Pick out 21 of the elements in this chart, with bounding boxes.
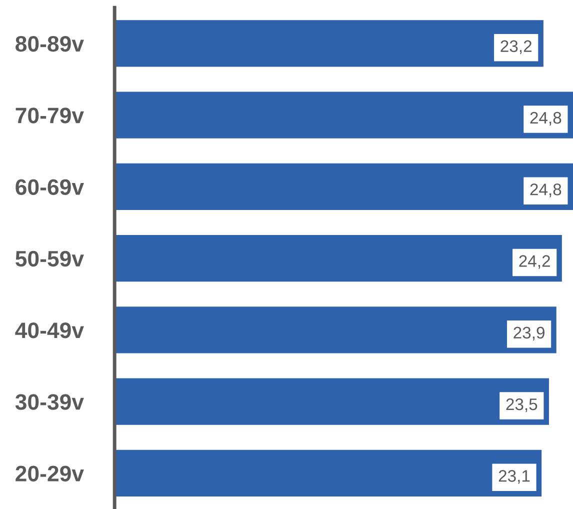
bar [114,450,542,496]
bar [114,235,562,282]
bar [114,92,573,138]
data-label: 24,8 [530,112,562,126]
y-tick-label: 60-69v [16,179,84,195]
y-tick-label: 80-89v [16,36,84,52]
data-label: 24,8 [530,184,562,198]
y-tick-label: 40-49v [15,322,84,338]
data-label: 23,5 [506,398,538,412]
y-tick-label: 50-59v [16,250,84,267]
data-label: 23,2 [500,40,532,54]
data-label: 23,1 [498,470,530,484]
data-label: 23,9 [514,326,544,341]
bar [114,378,549,425]
data-label: 24,2 [519,255,550,269]
bar [114,20,544,67]
y-tick-label: 20-29v [16,466,84,482]
bar [114,163,573,210]
bar [114,306,556,354]
y-tick-label: 70-79v [16,108,84,124]
y-tick-label: 30-39v [15,394,84,410]
